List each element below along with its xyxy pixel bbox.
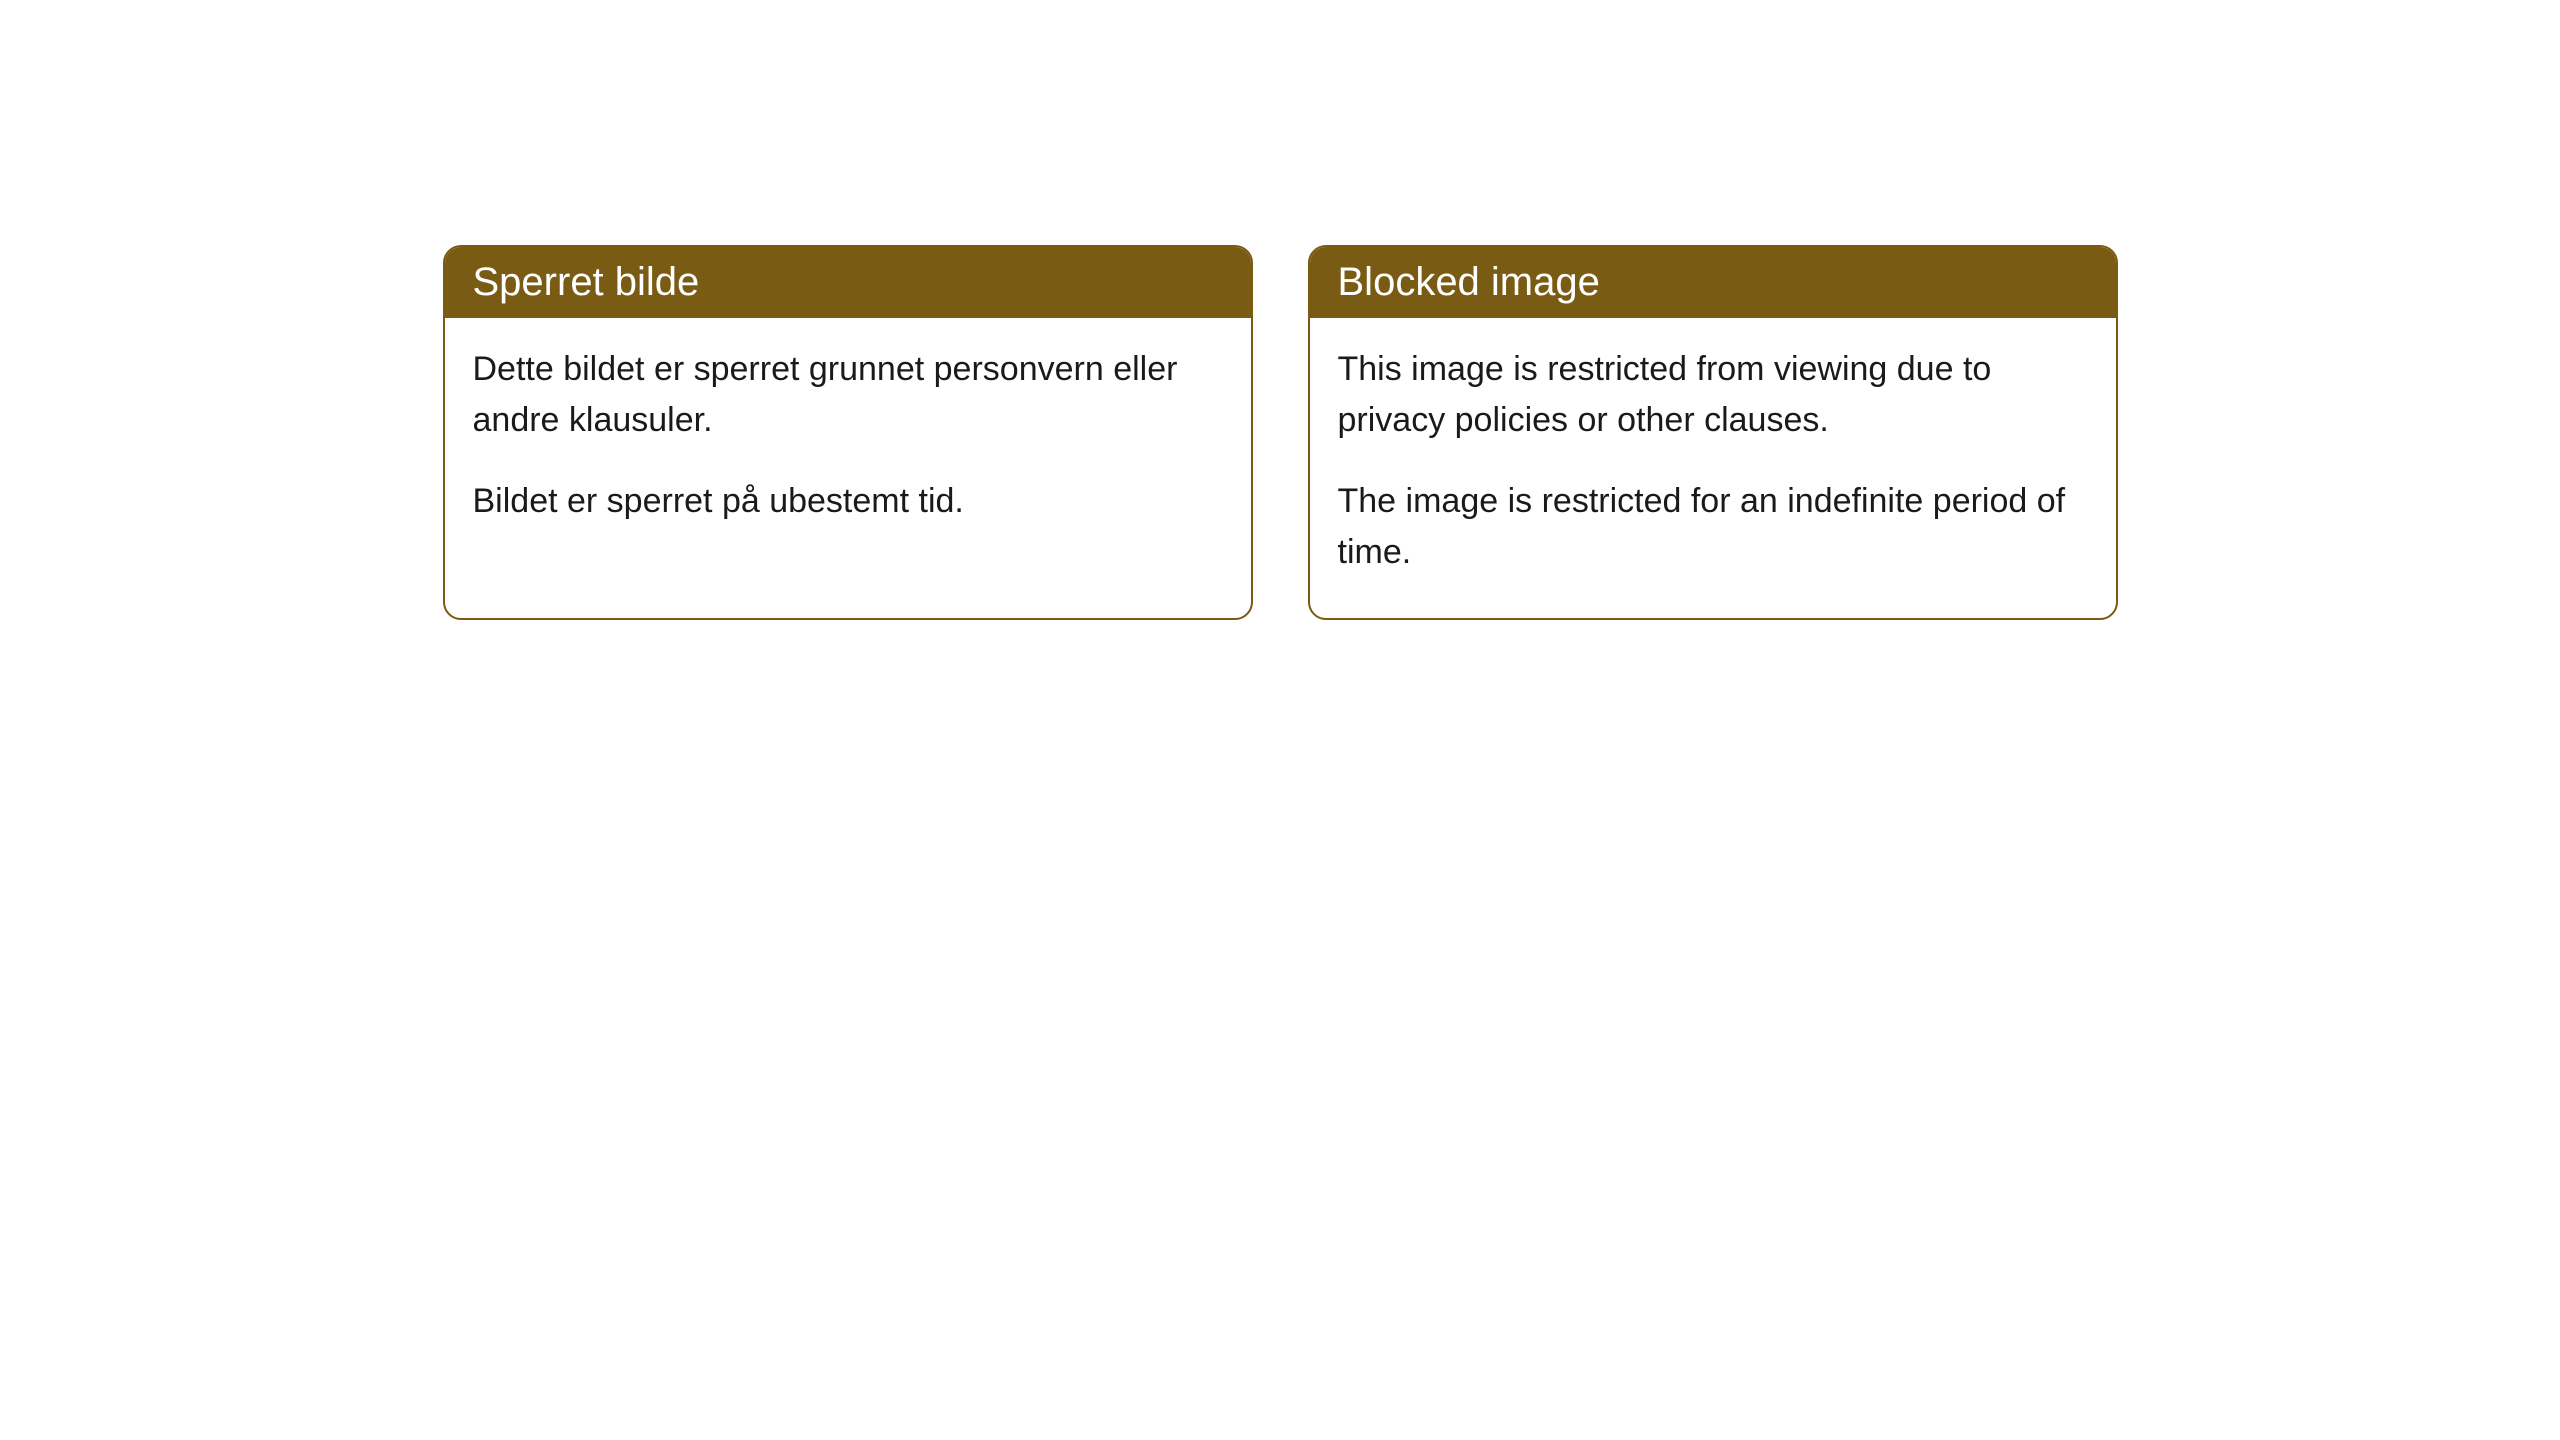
card-text-english-2: The image is restricted for an indefinit… — [1338, 476, 2088, 578]
card-header-english: Blocked image — [1310, 247, 2116, 318]
card-text-english-1: This image is restricted from viewing du… — [1338, 344, 2088, 446]
blocked-image-card-norwegian: Sperret bilde Dette bildet er sperret gr… — [443, 245, 1253, 620]
card-header-norwegian: Sperret bilde — [445, 247, 1251, 318]
card-text-norwegian-2: Bildet er sperret på ubestemt tid. — [473, 476, 1223, 527]
card-body-english: This image is restricted from viewing du… — [1310, 318, 2116, 618]
cards-container: Sperret bilde Dette bildet er sperret gr… — [443, 245, 2118, 620]
card-body-norwegian: Dette bildet er sperret grunnet personve… — [445, 318, 1251, 567]
card-text-norwegian-1: Dette bildet er sperret grunnet personve… — [473, 344, 1223, 446]
blocked-image-card-english: Blocked image This image is restricted f… — [1308, 245, 2118, 620]
